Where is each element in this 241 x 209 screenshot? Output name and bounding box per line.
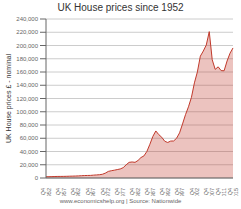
svg-text:1997: 1997 [179, 188, 185, 196]
svg-text:1977: 1977 [120, 188, 126, 196]
svg-text:Q4: Q4 [129, 188, 136, 196]
svg-text:Q4: Q4 [114, 188, 121, 196]
html-text:UK House prices since 1952: UK House prices since 1952 [57, 2, 184, 13]
svg-text:Q4: Q4 [84, 188, 91, 196]
svg-text:140,000: 140,000 [16, 82, 38, 88]
svg-text:1952: 1952 [46, 188, 52, 196]
svg-text:Q4: Q4 [203, 188, 210, 196]
svg-text:40,000: 40,000 [20, 149, 39, 155]
svg-text:1957: 1957 [61, 188, 67, 196]
svg-text:Q4: Q4 [40, 188, 47, 196]
svg-text:60,000: 60,000 [20, 135, 39, 141]
svg-text:2011: 2011 [221, 188, 227, 196]
svg-text:0: 0 [35, 175, 39, 181]
svg-text:Q4: Q4 [158, 188, 165, 196]
svg-text:Q4: Q4 [144, 188, 151, 196]
svg-text:120,000: 120,000 [16, 96, 38, 102]
html-text:www.economicshelp.org | Source: www.economicshelp.org | Source: Nationwi… [59, 198, 182, 204]
svg-text:Q4: Q4 [215, 188, 222, 196]
svg-text:240,000: 240,000 [16, 16, 38, 22]
svg-text:Q4: Q4 [55, 188, 61, 196]
svg-text:220,000: 220,000 [16, 29, 38, 35]
svg-text:2002: 2002 [194, 188, 200, 196]
svg-text:1962: 1962 [75, 188, 81, 196]
svg-text:1967: 1967 [90, 188, 96, 196]
svg-text:Q4: Q4 [69, 188, 76, 196]
svg-text:100,000: 100,000 [16, 109, 38, 115]
svg-text:UK House prices £ - nominal: UK House prices £ - nominal [8, 54, 13, 144]
svg-text:80,000: 80,000 [20, 122, 39, 128]
svg-text:160,000: 160,000 [16, 69, 38, 75]
svg-text:Q4: Q4 [99, 188, 106, 196]
svg-text:1987: 1987 [150, 188, 156, 196]
svg-text:1972: 1972 [105, 188, 111, 196]
svg-text:200,000: 200,000 [16, 43, 38, 49]
svg-text:Q4: Q4 [188, 188, 195, 196]
svg-text:2007: 2007 [209, 188, 215, 196]
svg-text:1982: 1982 [135, 188, 141, 196]
svg-text:20,000: 20,000 [20, 162, 39, 168]
svg-text:Q4: Q4 [173, 188, 180, 196]
svg-text:1992: 1992 [165, 188, 171, 196]
svg-text:180,000: 180,000 [16, 56, 38, 62]
svg-text:2015: 2015 [233, 188, 234, 196]
